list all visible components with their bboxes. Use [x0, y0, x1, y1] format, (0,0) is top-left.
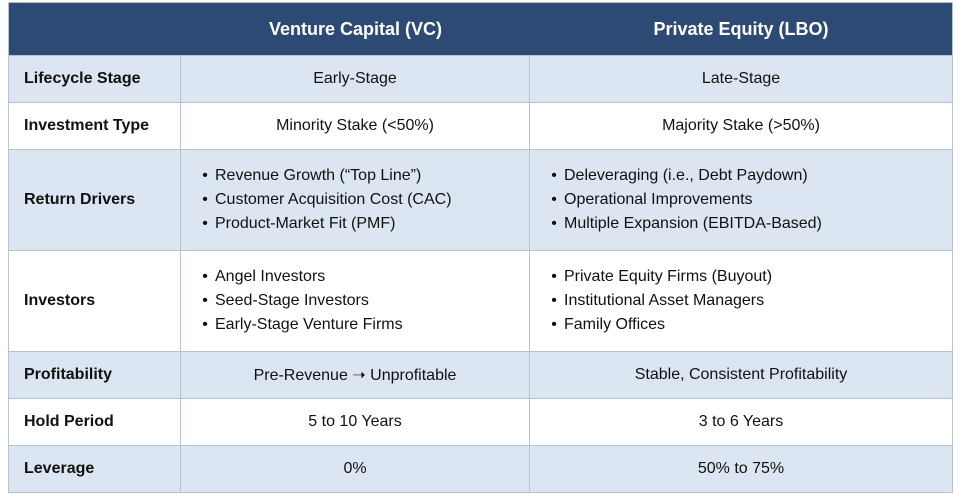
- bullet-icon: •: [202, 167, 208, 184]
- row-label: Hold Period: [9, 399, 181, 445]
- header-corner-cell: [9, 3, 181, 55]
- vc-value: Pre-Revenue ➝ Unprofitable: [181, 352, 530, 398]
- table-row-hold-period: Hold Period 5 to 10 Years 3 to 6 Years: [9, 398, 952, 445]
- pe-bullet-list: • Deleveraging (i.e., Debt Paydown) • Oper…: [530, 164, 952, 236]
- table-row-investors: Investors • Angel Investors • Seed-Stage I…: [9, 250, 952, 351]
- list-item: • Product-Market Fit (PMF): [195, 212, 529, 236]
- list-item: • Customer Acquisition Cost (CAC): [195, 188, 529, 212]
- bullet-icon: •: [202, 316, 208, 333]
- vc-bullet-list: • Revenue Growth (“Top Line”) • Customer A…: [181, 164, 529, 236]
- list-item: • Private Equity Firms (Buyout): [544, 265, 952, 289]
- pe-value: Majority Stake (>50%): [662, 117, 820, 134]
- bullet-icon: •: [551, 316, 557, 333]
- list-item: • Seed-Stage Investors: [195, 289, 529, 313]
- list-item: • Angel Investors: [195, 265, 529, 289]
- pe-list-cell: • Private Equity Firms (Buyout) • Institut…: [530, 251, 952, 351]
- bullet-icon: •: [551, 167, 557, 184]
- bullet-icon: •: [551, 191, 557, 208]
- bullet-icon: •: [202, 268, 208, 285]
- list-item: • Institutional Asset Managers: [544, 289, 952, 313]
- pe-bullet-list: • Private Equity Firms (Buyout) • Institut…: [530, 265, 952, 337]
- table-row-lifecycle-stage: Lifecycle Stage Early-Stage Late-Stage: [9, 55, 952, 102]
- list-item: • Family Offices: [544, 313, 952, 337]
- vc-value: Minority Stake (<50%): [181, 103, 530, 149]
- table-row-leverage: Leverage 0% 50% to 75%: [9, 445, 952, 492]
- table-row-profitability: Profitability Pre-Revenue ➝ Unprofitable…: [9, 351, 952, 398]
- bullet-icon: •: [551, 268, 557, 285]
- vc-list-cell: • Angel Investors • Seed-Stage Investors •…: [181, 251, 530, 351]
- bullet-icon: •: [551, 292, 557, 309]
- row-label: Leverage: [9, 446, 181, 492]
- bullet-icon: •: [202, 191, 208, 208]
- vc-list-cell: • Revenue Growth (“Top Line”) • Customer A…: [181, 150, 530, 250]
- pe-value: Late-Stage: [701, 70, 781, 87]
- row-label: Profitability: [9, 352, 181, 398]
- row-label: Lifecycle Stage: [9, 56, 181, 102]
- table-header-row: Venture Capital (VC) Private Equity (LBO…: [9, 3, 952, 55]
- row-label: Investment Type: [9, 103, 181, 149]
- vc-value: Early-Stage: [181, 56, 530, 102]
- row-label: Return Drivers: [9, 150, 181, 250]
- header-vc: Venture Capital (VC): [268, 18, 443, 39]
- list-item: • Deleveraging (i.e., Debt Paydown): [544, 164, 952, 188]
- pe-value: Stable, Consistent Profitability: [634, 366, 848, 383]
- bullet-icon: •: [202, 292, 208, 309]
- vc-bullet-list: • Angel Investors • Seed-Stage Investors •…: [181, 265, 529, 337]
- list-item: • Revenue Growth (“Top Line”): [195, 164, 529, 188]
- list-item: • Operational Improvements: [544, 188, 952, 212]
- vc-value: 0%: [181, 446, 530, 492]
- table-row-investment-type: Investment Type Minority Stake (<50%) Ma…: [9, 102, 952, 149]
- pe-list-cell: • Deleveraging (i.e., Debt Paydown) • Oper…: [530, 150, 952, 250]
- bullet-icon: •: [202, 215, 208, 232]
- pe-value: 3 to 6 Years: [698, 413, 784, 430]
- pe-value: 50% to 75%: [697, 460, 785, 477]
- list-item: • Early-Stage Venture Firms: [195, 313, 529, 337]
- table-row-return-drivers: Return Drivers • Revenue Growth (“Top Lin…: [9, 149, 952, 250]
- vc-value: 5 to 10 Years: [181, 399, 530, 445]
- comparison-table: Venture Capital (VC) Private Equity (LBO…: [8, 2, 953, 493]
- header-pe: Private Equity (LBO): [653, 18, 829, 39]
- list-item: • Multiple Expansion (EBITDA-Based): [544, 212, 952, 236]
- bullet-icon: •: [551, 215, 557, 232]
- row-label: Investors: [9, 251, 181, 351]
